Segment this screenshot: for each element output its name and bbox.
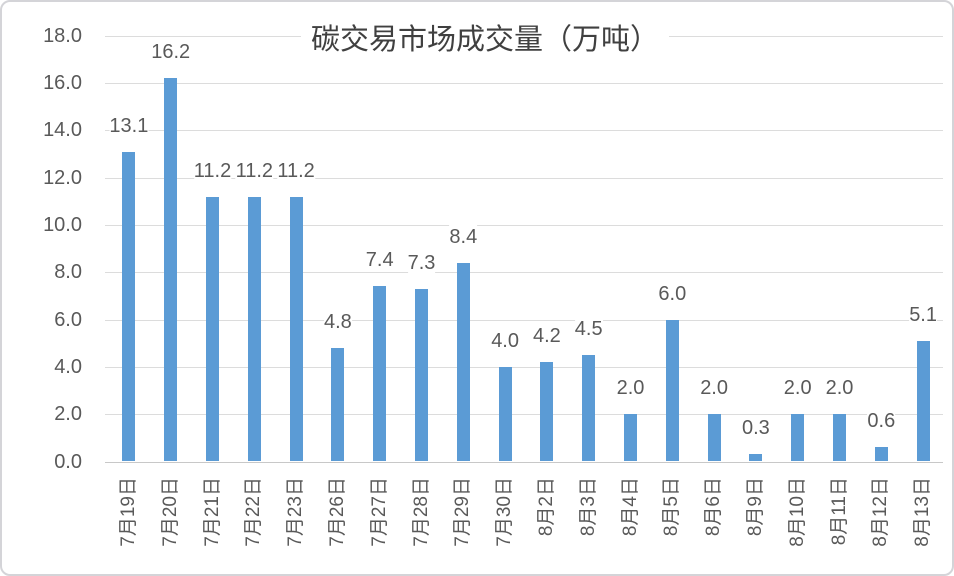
x-axis-category-label: 7月29日: [452, 477, 474, 547]
bar: [122, 151, 136, 462]
x-axis-category-label: 7月26日: [326, 477, 348, 547]
bar-value-label: 11.2: [277, 158, 315, 183]
bar-value-label: 16.2: [151, 40, 191, 65]
bar-value-label: 0.3: [741, 416, 770, 441]
bar: [164, 78, 178, 462]
y-axis-tick-label: 4.0: [54, 355, 82, 378]
bar: [456, 262, 470, 462]
y-axis-tick-label: 2.0: [54, 403, 82, 426]
bar: [373, 286, 387, 462]
x-axis-line: [105, 461, 943, 463]
x-axis-category-label: 8月6日: [703, 477, 725, 537]
gridline: [105, 177, 943, 179]
bar: [749, 454, 763, 462]
bar: [624, 414, 637, 462]
bar-value-label: 2.0: [700, 376, 728, 401]
x-axis-category-label: 7月21日: [201, 477, 223, 547]
bar-value-label: 11.2: [235, 158, 274, 183]
y-axis-tick-label: 12.0: [43, 166, 82, 189]
bar: [833, 414, 846, 462]
bar: [540, 362, 554, 462]
x-axis-category-label: 7月23日: [285, 477, 307, 547]
gridline: [105, 130, 943, 132]
bar-value-label: 4.2: [532, 324, 561, 349]
gridline: [105, 83, 943, 85]
bar: [498, 366, 512, 462]
x-axis-category-label: 8月4日: [619, 477, 641, 537]
x-axis-category-label: 7月30日: [494, 477, 516, 547]
y-axis-tick-label: 16.0: [43, 72, 82, 95]
bar: [916, 340, 930, 462]
x-axis-category-label: 8月3日: [577, 477, 599, 537]
bar-value-label: 8.4: [449, 224, 478, 249]
bar: [707, 414, 721, 462]
y-axis-tick-label: 18.0: [43, 24, 82, 47]
bar-value-label: 2.0: [616, 376, 645, 401]
bar-value-label: 7.3: [407, 250, 436, 275]
bar: [665, 319, 679, 462]
bar: [289, 196, 303, 462]
x-axis-category-label: 8月13日: [912, 477, 934, 547]
y-axis-tick-label: 14.0: [43, 119, 82, 142]
bar-value-label: 2.0: [825, 376, 854, 401]
bar-value-label: 13.1: [109, 113, 149, 138]
bar-value-label: 7.4: [365, 248, 394, 273]
x-axis-category-label: 7月19日: [117, 477, 139, 547]
bar-value-label: 5.1: [909, 302, 937, 327]
x-axis-category-label: 8月2日: [535, 477, 557, 537]
bar-value-label: 2.0: [783, 376, 812, 401]
bar-value-label: 6.0: [658, 281, 687, 306]
bar-value-label: 11.2: [193, 158, 232, 183]
x-axis-category-label: 8月9日: [744, 477, 766, 537]
gridline: [105, 319, 943, 321]
gridline: [105, 414, 943, 416]
gridline: [105, 225, 943, 226]
bar-value-label: 4.8: [323, 309, 352, 334]
bar: [874, 447, 888, 462]
y-axis-tick-label: 6.0: [54, 308, 82, 331]
gridline: [105, 272, 943, 274]
bar: [206, 196, 219, 462]
bar: [331, 347, 345, 462]
x-axis-category-label: 7月22日: [243, 477, 265, 547]
x-axis-category-label: 8月12日: [870, 477, 892, 547]
gridline: [105, 366, 943, 368]
x-axis-category-label: 7月20日: [159, 477, 181, 547]
bar: [791, 414, 805, 462]
x-axis-category-label: 8月5日: [661, 477, 683, 537]
bar-value-label: 0.6: [867, 409, 896, 434]
y-axis-tick-label: 10.0: [43, 214, 82, 236]
x-axis-category-label: 7月28日: [410, 477, 432, 547]
y-axis-tick-label: 0.0: [54, 450, 82, 473]
bar: [582, 355, 596, 462]
bar: [247, 196, 261, 462]
chart-title: 碳交易市场成交量（万吨）: [300, 22, 670, 58]
bar-value-label: 4.5: [574, 317, 603, 342]
x-axis-category-label: 8月11日: [828, 477, 850, 546]
bar-value-label: 4.0: [491, 328, 519, 353]
y-axis-tick-label: 8.0: [54, 261, 82, 284]
bar: [415, 288, 428, 462]
x-axis-category-label: 7月27日: [368, 477, 390, 547]
x-axis-category-label: 8月10日: [786, 477, 808, 547]
